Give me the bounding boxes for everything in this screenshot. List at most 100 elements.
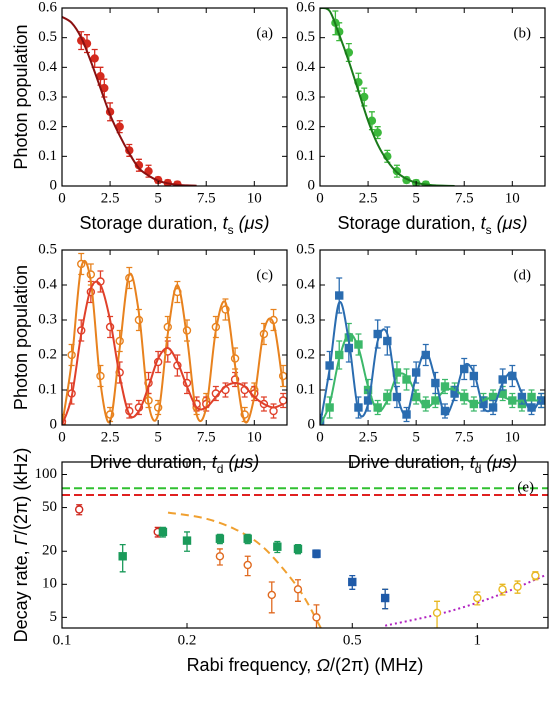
x-tick-label: 0.1	[53, 632, 72, 648]
panel-label: (b)	[514, 25, 532, 41]
panel-label: (e)	[517, 479, 534, 495]
fit-line	[62, 280, 284, 425]
data-point	[243, 534, 252, 543]
y-tick-label: 0.4	[38, 276, 57, 292]
y-tick-label: 0.3	[38, 311, 57, 327]
fit-line	[62, 259, 285, 425]
data-point	[432, 608, 442, 618]
axis-label: Storage duration, ts (μs)	[338, 213, 528, 237]
fit-line	[167, 511, 322, 628]
fit-line	[320, 301, 543, 425]
label-part: s	[486, 223, 492, 237]
y-tick-label: 0.2	[38, 118, 57, 134]
data-point	[182, 536, 192, 545]
x-tick-label: 2.5	[101, 429, 120, 445]
axis-label: Photon population	[11, 265, 31, 410]
x-tick-label: 2.5	[101, 190, 120, 206]
data-point	[293, 544, 303, 554]
axis-label: Photon population	[11, 24, 31, 169]
x-tick-label: 5	[154, 190, 162, 206]
plot-area	[62, 487, 548, 628]
y-tick-label: 0.5	[38, 29, 57, 45]
data-point	[278, 396, 287, 405]
y-tick-label: 0.1	[296, 381, 315, 397]
x-tick-label: 10	[247, 190, 262, 206]
x-tick-label: 5	[412, 429, 420, 445]
fit-line	[384, 574, 545, 627]
plot-area	[320, 8, 455, 186]
fit-line	[320, 332, 542, 425]
x-tick-label: 0	[58, 429, 66, 445]
data-point	[312, 549, 321, 558]
data-point	[527, 392, 536, 402]
data-point	[215, 534, 225, 543]
y-tick-label: 0.3	[296, 88, 315, 104]
panel-label: (d)	[514, 267, 532, 283]
data-point	[473, 593, 482, 603]
y-tick-label: 0.4	[296, 276, 315, 292]
y-tick-label: 0	[50, 177, 58, 193]
data-point	[273, 542, 282, 551]
x-tick-label: 10	[505, 429, 520, 445]
y-tick-label: 0	[308, 416, 316, 432]
axis-label: Storage duration, ts (μs)	[80, 213, 270, 237]
x-tick-label: 1	[474, 632, 482, 648]
data-point	[243, 560, 252, 570]
y-tick-label: 0.2	[38, 346, 57, 362]
y-tick-label: 0.2	[296, 118, 315, 134]
label-part: Decay rate,	[11, 545, 31, 642]
data-point	[380, 593, 390, 603]
plot-frame	[61, 461, 549, 629]
label-part: t	[481, 213, 487, 233]
y-tick-label: 0.1	[38, 381, 57, 397]
fit-line	[320, 8, 455, 186]
x-tick-label: 7.5	[197, 429, 216, 445]
y-tick-label: 0.6	[296, 0, 315, 15]
fit-line	[62, 16, 197, 186]
data-point	[335, 291, 344, 300]
data-point	[513, 582, 522, 591]
y-tick-label: 0.3	[38, 88, 57, 104]
x-tick-label: 7.5	[455, 429, 474, 445]
label-part: Storage duration,	[338, 213, 481, 233]
plot-area	[62, 16, 197, 186]
label-part: d	[217, 462, 224, 476]
data-point	[531, 571, 540, 580]
y-tick-label: 0.5	[296, 241, 315, 257]
x-tick-label: 5	[154, 429, 162, 445]
y-tick-label: 0.3	[296, 311, 315, 327]
y-tick-label: 0.4	[296, 59, 315, 75]
data-point	[267, 590, 276, 600]
y-tick-label: 100	[35, 466, 58, 482]
x-tick-label: 7.5	[197, 190, 216, 206]
data-point	[118, 552, 127, 561]
label-part: /(2π) (kHz)	[11, 448, 31, 535]
data-point	[373, 128, 382, 137]
data-point	[158, 527, 168, 537]
axis-label: Rabi frequency, Ω/(2π) (MHz)	[187, 655, 424, 675]
x-tick-label: 0	[316, 190, 324, 206]
plot-frame	[319, 7, 546, 187]
label-part: /(2π) (MHz)	[330, 655, 423, 675]
plot-frame	[319, 249, 546, 426]
axis-label: Drive duration, td (μs)	[90, 452, 260, 476]
y-tick-label: 10	[42, 576, 57, 592]
data-point	[348, 577, 357, 587]
y-tick-label: 0.5	[296, 29, 315, 45]
y-tick-label: 0.6	[38, 0, 57, 15]
y-tick-label: 0	[308, 177, 316, 193]
plot-area	[62, 252, 287, 425]
data-point	[312, 613, 321, 622]
axis-label: Decay rate, Γ/(2π) (kHz)	[11, 448, 31, 643]
panel-label: (c)	[256, 267, 273, 283]
x-tick-label: 0	[58, 190, 66, 206]
data-point	[269, 406, 278, 416]
y-tick-label: 0.2	[296, 346, 315, 362]
label-part: Γ	[11, 534, 31, 545]
label-part: d	[475, 462, 482, 476]
axis-label: Drive duration, td (μs)	[348, 452, 518, 476]
y-tick-label: 20	[42, 543, 57, 559]
y-tick-label: 0.4	[38, 59, 57, 75]
x-tick-label: 2.5	[359, 190, 378, 206]
